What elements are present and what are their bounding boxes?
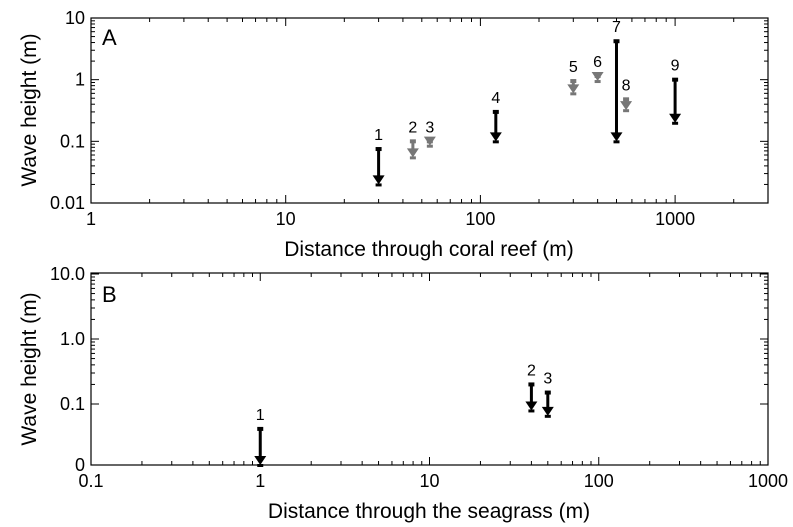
range-end-cap xyxy=(492,140,499,144)
range-arrowhead xyxy=(669,113,682,123)
point-label: 2 xyxy=(527,362,536,379)
data-point-a-4: 4 xyxy=(489,90,502,144)
x-tick-label-b: 100 xyxy=(584,471,614,491)
range-arrowhead xyxy=(372,175,385,185)
y-tick-label-b: 0.1 xyxy=(60,394,85,414)
range-end-cap xyxy=(409,156,416,160)
point-label: 4 xyxy=(491,90,500,107)
range-end-cap xyxy=(257,464,264,467)
point-label: 6 xyxy=(593,54,602,71)
point-label: 8 xyxy=(622,77,631,94)
x-tick-label-b: 1000 xyxy=(748,471,788,491)
panel-label-b: B xyxy=(102,282,117,307)
y-tick-label-a: 1 xyxy=(75,70,85,90)
data-point-a-1: 1 xyxy=(372,127,385,187)
data-point-a-9: 9 xyxy=(669,58,682,125)
data-point-a-3: 3 xyxy=(423,119,436,148)
y-tick-label-b: 0 xyxy=(75,455,85,475)
range-end-cap xyxy=(594,80,601,84)
range-end-cap xyxy=(544,414,551,418)
range-arrowhead xyxy=(541,406,554,416)
point-label: 7 xyxy=(612,19,621,36)
data-point-b-2: 2 xyxy=(525,362,538,413)
range-arrowhead xyxy=(423,136,436,146)
range-arrowhead xyxy=(525,401,538,411)
x-axis-label-b: Distance through the seagrass (m) xyxy=(268,500,590,523)
marks-b: 1 2 3 xyxy=(254,362,554,467)
chart-panel-a: A Distance through coral reef (m) Wave h… xyxy=(18,8,769,261)
y-axis-label-b: Wave height (m) xyxy=(18,292,41,445)
point-label: 3 xyxy=(543,371,552,388)
x-tick-label-a: 1 xyxy=(86,209,96,229)
y-tick-label-b: 1.0 xyxy=(60,329,85,349)
panel-label-a: A xyxy=(102,25,117,50)
point-label: 3 xyxy=(425,119,434,136)
y-tick-label-a: 10 xyxy=(65,8,85,28)
ticks-a: 1 10 100 1000 0.01 0.1 1 10 xyxy=(50,8,769,229)
x-tick-label-b: 1 xyxy=(255,471,265,491)
marks-a: 1 2 3 4 5 6 7 8 9 xyxy=(372,19,682,187)
range-arrowhead xyxy=(620,101,633,111)
y-tick-label-a: 0.1 xyxy=(60,131,85,151)
data-point-a-8: 8 xyxy=(620,77,633,113)
data-point-a-6: 6 xyxy=(591,54,604,84)
chart-panel-b: B Distance through the seagrass (m) Wave… xyxy=(18,264,788,523)
range-end-cap xyxy=(375,183,382,187)
point-label: 1 xyxy=(374,127,383,144)
point-label: 9 xyxy=(671,58,680,75)
y-tick-label-a: 0.01 xyxy=(50,193,85,213)
x-tick-label-b: 10 xyxy=(419,471,439,491)
plot-frame-a xyxy=(90,17,769,204)
range-end-cap xyxy=(672,121,679,125)
range-arrowhead xyxy=(591,72,604,82)
range-arrowhead xyxy=(254,456,267,465)
point-label: 5 xyxy=(569,59,578,76)
plot-frame-b xyxy=(90,272,769,466)
data-point-a-2: 2 xyxy=(406,119,419,160)
data-point-a-5: 5 xyxy=(567,59,580,96)
range-arrowhead xyxy=(610,132,623,142)
x-tick-label-a: 100 xyxy=(465,209,495,229)
data-point-b-1: 1 xyxy=(254,407,267,467)
x-tick-label-b: 0.1 xyxy=(78,471,103,491)
range-arrowhead xyxy=(567,84,580,94)
range-end-cap xyxy=(570,92,577,96)
range-end-cap xyxy=(426,144,433,148)
point-label: 1 xyxy=(256,407,265,424)
y-axis-label-a: Wave height (m) xyxy=(18,33,41,186)
data-point-b-3: 3 xyxy=(541,371,554,418)
range-end-cap xyxy=(528,409,535,413)
range-arrowhead xyxy=(489,132,502,142)
x-tick-label-a: 1000 xyxy=(655,209,695,229)
range-arrowhead xyxy=(406,148,419,158)
y-tick-label-b: 10.0 xyxy=(50,264,85,284)
range-end-cap xyxy=(613,140,620,144)
x-axis-label-a: Distance through coral reef (m) xyxy=(284,238,573,261)
range-end-cap xyxy=(623,109,630,113)
point-label: 2 xyxy=(408,119,417,136)
x-tick-label-a: 10 xyxy=(276,209,296,229)
data-point-a-7: 7 xyxy=(610,19,623,144)
